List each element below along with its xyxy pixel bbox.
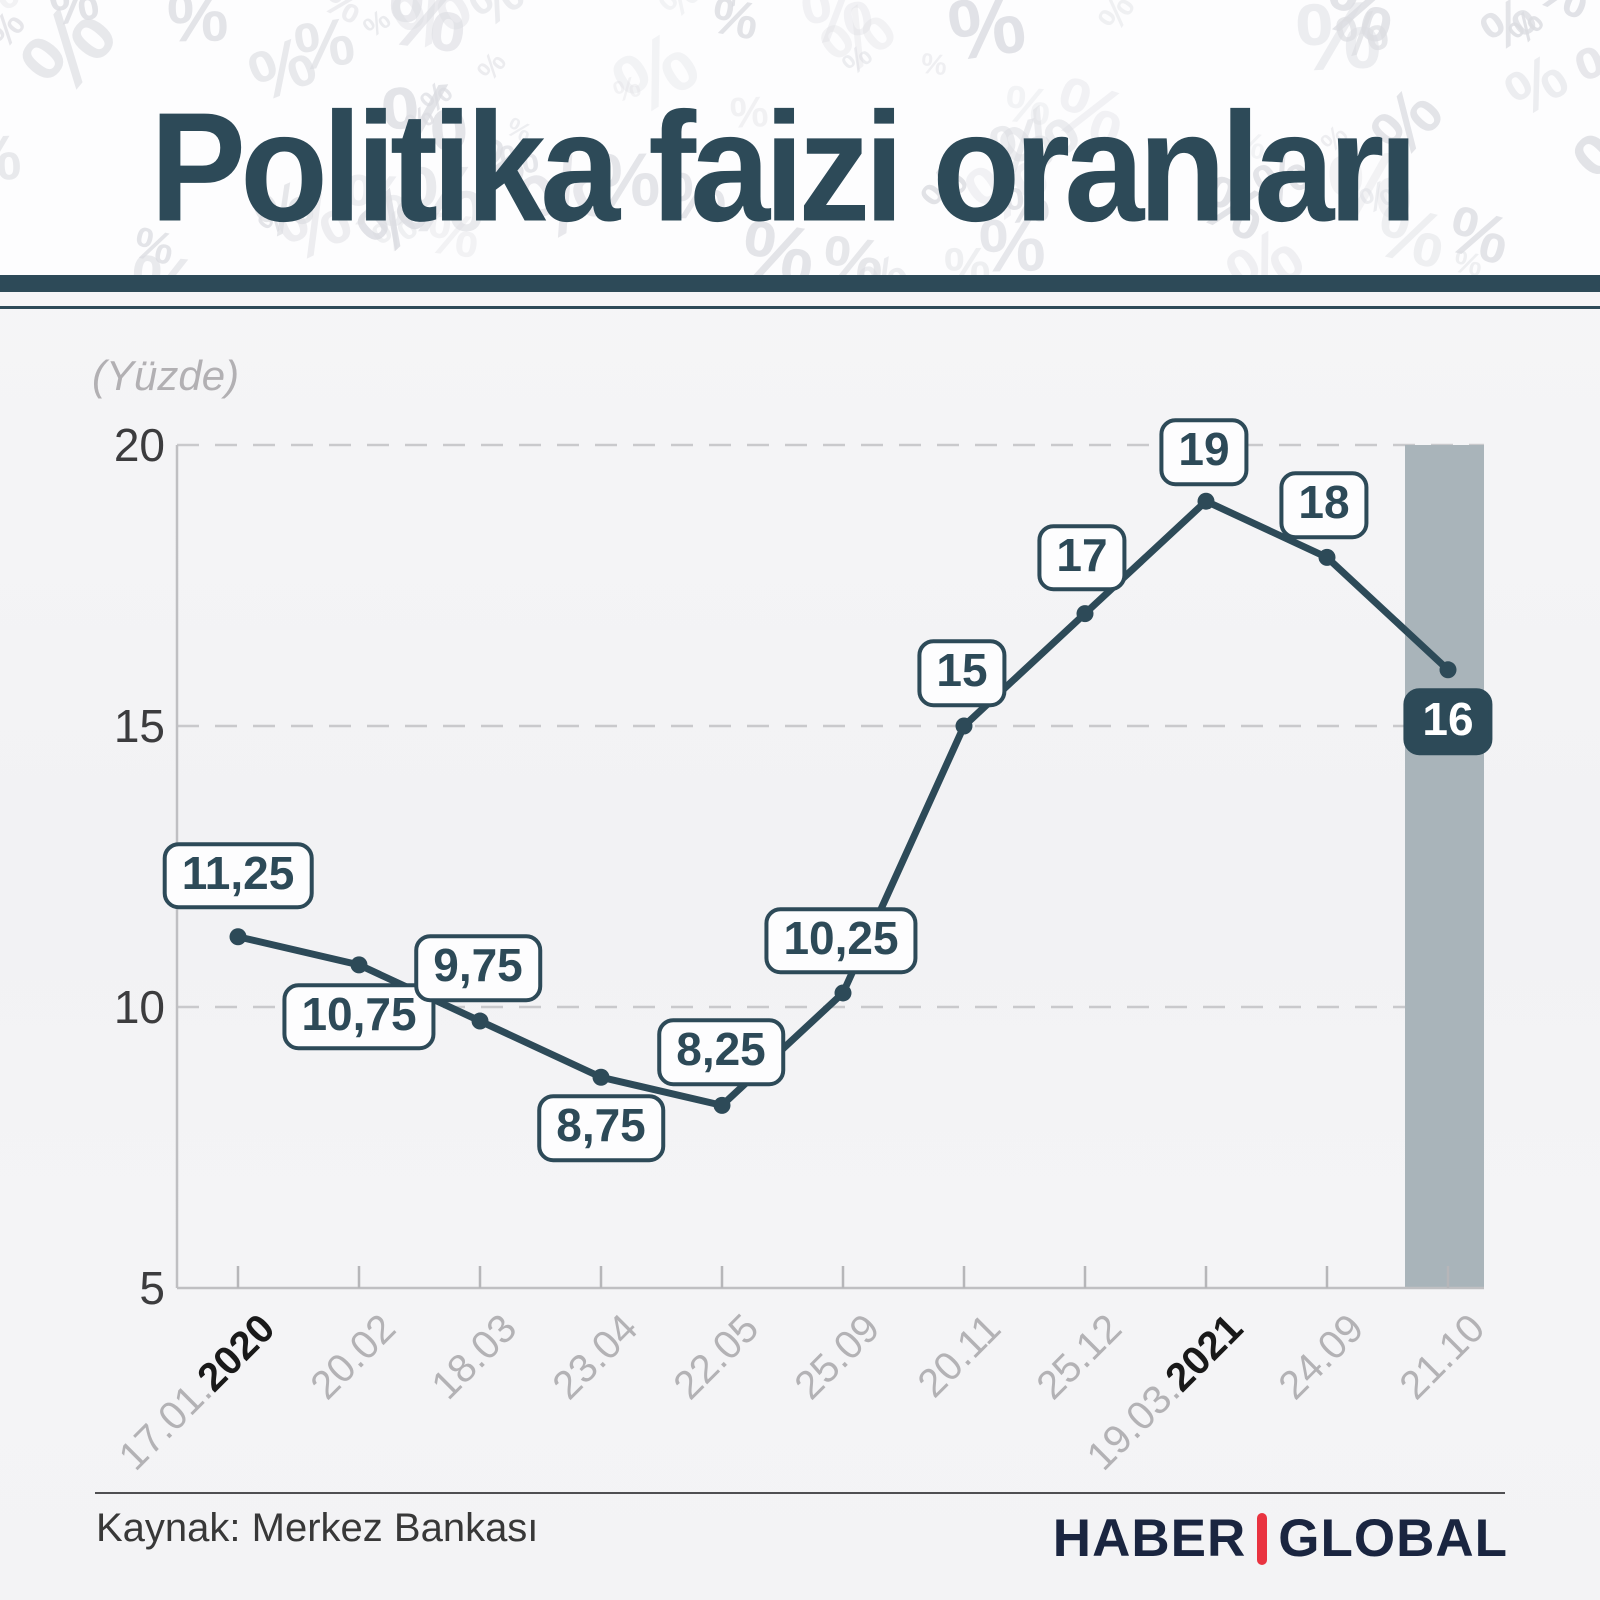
y-tick-label: 20 [113, 419, 165, 471]
data-point [713, 1096, 731, 1114]
data-point [229, 928, 247, 946]
title-underline-thick-bar [0, 275, 1600, 292]
data-point [834, 984, 852, 1002]
title-underline-thin-bar [0, 306, 1600, 309]
data-point [592, 1068, 610, 1086]
last-period-highlight-band [1405, 445, 1484, 1288]
data-point [1439, 661, 1457, 679]
data-point [955, 717, 973, 735]
data-point [471, 1012, 489, 1030]
haber-global-logo: HABER GLOBAL [1053, 1508, 1508, 1569]
data-point [1318, 548, 1336, 566]
y-tick-label: 10 [113, 981, 165, 1033]
y-tick-label: 5 [139, 1262, 165, 1314]
logo-haber: HABER [1052, 1509, 1247, 1568]
page-title: Politika faizi oranları [150, 80, 1418, 255]
rate-line [234, 497, 1452, 1109]
logo-global: GLOBAL [1278, 1509, 1508, 1568]
source-label: Kaynak: Merkez Bankası [96, 1506, 539, 1550]
y-axis-unit-label: (Yüzde) [92, 352, 240, 399]
header: %%%%%%%%%%%%%%%%%%%%%%%%%%%%%%%%%%%%%%%%… [0, 0, 1600, 275]
data-point [1076, 605, 1094, 623]
footer-divider [95, 1492, 1505, 1494]
data-point [350, 956, 368, 974]
logo-divider [1257, 1512, 1268, 1565]
data-point [1197, 492, 1215, 510]
y-tick-label: 15 [113, 700, 165, 752]
